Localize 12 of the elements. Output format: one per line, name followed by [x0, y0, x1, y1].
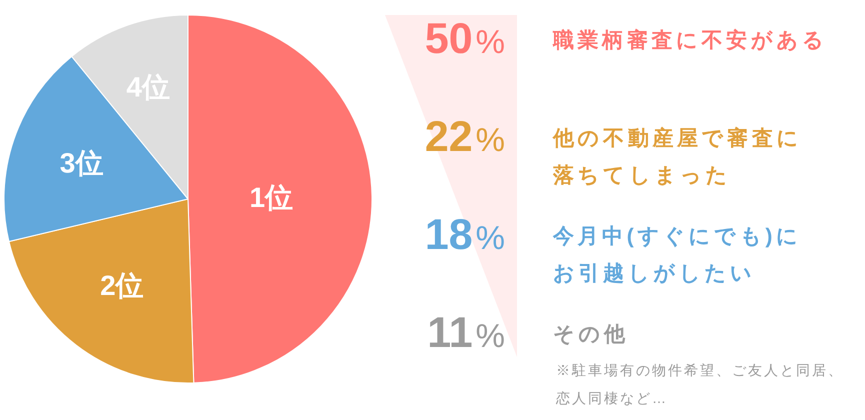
text: ※駐車場有の物件希望、ご友人と同居、恋人同棲など… [556, 360, 845, 408]
text: 18% [424, 210, 505, 259]
text: その他 [553, 322, 630, 348]
slice-label: 2位 [100, 270, 144, 301]
text: 50% [424, 14, 505, 63]
text: 今月中(すぐにでも)にお引越しがしたい [553, 224, 803, 286]
text: 職業柄審査に不安がある [553, 28, 829, 54]
text: 22% [424, 112, 505, 161]
slice-label: 1位 [249, 182, 294, 214]
slice-label: 3位 [60, 147, 104, 178]
text: 他の不動産屋で審査に落ちてしまった [553, 126, 803, 188]
text: 11% [427, 308, 505, 357]
